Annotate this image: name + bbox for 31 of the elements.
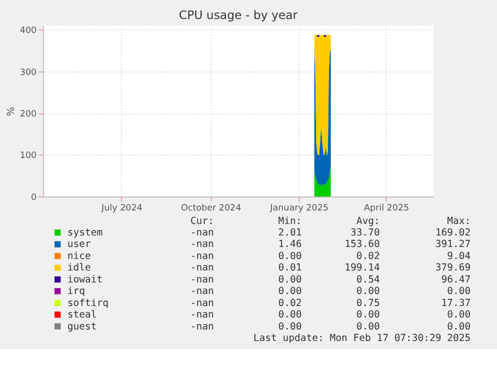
y-tick-label: 100 (20, 151, 37, 162)
legend-label: user (67, 239, 91, 250)
y-tick-label: 400 (20, 26, 37, 36)
text: -nan 0.00 0.00 0.00 (190, 286, 471, 298)
text: -nan 0.01 199.14 379.69 (190, 262, 471, 274)
x-tick-label: July 2024 (100, 204, 143, 214)
chart-title: CPU usage - by year (178, 8, 298, 22)
text: -nan 0.00 0.54 96.47 (190, 274, 471, 286)
y-tick-label: 300 (20, 68, 37, 78)
x-tick-label: January 2025 (269, 204, 328, 214)
text: -nan 0.00 0.02 9.04 (190, 250, 471, 262)
text: -nan 0.02 0.75 17.37 (190, 298, 471, 309)
legend-label: guest (67, 321, 97, 332)
text: -nan 2.01 33.70 169.02 (190, 228, 471, 239)
legend-label: system (67, 228, 103, 239)
text: -nan 0.00 0.00 0.00 (190, 321, 471, 332)
legend-label: idle (67, 262, 91, 274)
x-tick-label: April 2025 (364, 204, 410, 214)
text: Cur: Min: Avg: Max: (190, 216, 471, 227)
text: Last update: Mon Feb 17 07:30:29 2025 (253, 332, 471, 344)
y-axis-title: % (6, 106, 17, 116)
text: -nan 1.46 153.60 391.27 (190, 239, 471, 250)
y-tick-label: 0 (31, 192, 37, 203)
legend-label: iowait (67, 274, 103, 286)
legend-label: softirq (67, 298, 109, 309)
legend-label: irq (67, 286, 86, 298)
x-tick-label: October 2024 (181, 204, 242, 214)
y-tick-label: 200 (20, 110, 37, 120)
text: -nan 0.00 0.00 0.00 (190, 310, 471, 321)
legend-label: steal (67, 310, 97, 321)
legend-label: nice (67, 250, 91, 262)
